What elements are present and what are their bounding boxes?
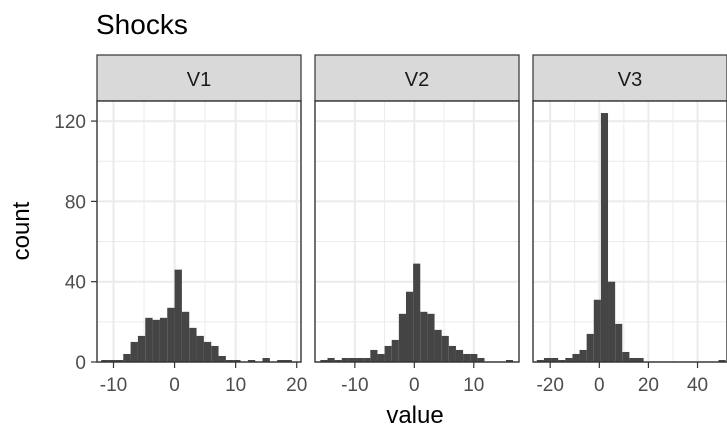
facet-strip-label: V3 [618, 69, 642, 91]
histogram-bar [636, 357, 644, 362]
histogram-bar [413, 263, 421, 362]
histogram-bar [572, 353, 580, 362]
panel-background [97, 101, 301, 362]
histogram-bar [455, 349, 464, 362]
x-tick-label: 10 [225, 375, 246, 396]
histogram-bar [262, 357, 270, 362]
y-tick-label: 120 [54, 112, 86, 133]
histogram-bar [277, 359, 285, 362]
y-tick-label: 0 [75, 353, 86, 374]
histogram-bar [284, 359, 292, 362]
histogram-bar [420, 311, 428, 362]
histogram-bar [565, 357, 573, 362]
facet-strip [314, 54, 520, 102]
histogram-bar [101, 359, 109, 362]
histogram-bar [551, 357, 559, 362]
x-tick-label: -20 [536, 375, 563, 396]
x-tick-label: 10 [463, 375, 484, 396]
histogram-bar [348, 357, 357, 362]
histogram-bar [608, 281, 616, 362]
histogram-bar [463, 353, 471, 362]
y-axis-tick-labels: 0 40 80 120 [54, 112, 97, 374]
histogram-bar [377, 353, 385, 362]
histogram-bar [622, 351, 630, 362]
facet-strip-label: V1 [187, 69, 211, 91]
histogram-bar [593, 299, 601, 362]
histogram-bar [196, 335, 204, 362]
histogram-bar [211, 345, 219, 362]
facet-panel-v2: V2 -10 0 10 [314, 54, 520, 396]
y-axis-title: count [8, 201, 35, 260]
histogram-bar [152, 319, 160, 362]
panel-border [314, 100, 520, 363]
x-tick-label: 0 [409, 375, 420, 396]
histogram-bar [434, 329, 442, 362]
histogram-bar [384, 345, 392, 362]
histogram-bar [405, 291, 414, 362]
histogram-bar [543, 357, 552, 362]
panel-border [96, 100, 302, 363]
panel-background [533, 101, 727, 362]
facet-panel-v3: V3 -20 0 20 40 [532, 54, 727, 396]
x-axis-title: value [386, 402, 443, 429]
histogram-bar [356, 357, 364, 362]
histogram-bar [398, 313, 406, 362]
x-tick-label: 20 [286, 375, 307, 396]
histogram-bar [470, 353, 478, 362]
x-tick-label: -10 [341, 375, 368, 396]
histogram-bar [181, 311, 190, 362]
histogram-bar [363, 357, 371, 362]
x-tick-label: 40 [687, 375, 708, 396]
histogram-bar [218, 355, 226, 362]
histogram-bar [586, 333, 594, 362]
histogram-bar [115, 359, 124, 362]
histogram-bar [203, 341, 212, 362]
histogram-bar [448, 345, 456, 362]
histogram-bar [130, 341, 138, 362]
histogram-bar [579, 349, 587, 362]
histogram-bar [145, 317, 153, 362]
chart-title: Shocks [96, 9, 188, 40]
histogram-bar [427, 313, 435, 362]
histogram-bar [189, 327, 197, 362]
histogram-bar [629, 357, 637, 362]
histogram-bar [137, 335, 146, 362]
facet-strip-label: V2 [405, 69, 429, 91]
y-tick-label: 40 [65, 273, 86, 294]
histogram-bar [615, 323, 623, 362]
histogram-bar [233, 359, 241, 362]
histogram-bar [320, 359, 328, 362]
histogram-bar [477, 357, 485, 362]
histogram-bar [441, 335, 449, 362]
histogram-bar [718, 359, 726, 362]
y-tick-label: 80 [65, 192, 86, 213]
histogram-bar [225, 359, 234, 362]
panel-border [532, 100, 727, 363]
histogram-bar [558, 359, 566, 362]
histogram-bar [247, 359, 256, 362]
x-tick-label: 20 [638, 375, 659, 396]
x-tick-label: 0 [169, 375, 180, 396]
histogram-bar [370, 349, 378, 362]
histogram-bar [159, 317, 168, 362]
histogram-bar [341, 357, 349, 362]
histogram-bar [167, 307, 175, 362]
x-tick-label: -10 [100, 375, 127, 396]
histogram-bar [391, 339, 399, 362]
histogram-bar [108, 359, 116, 362]
facet-panel-v1: V1 -10 0 10 20 [96, 54, 307, 396]
facet-panels: V1 -10 0 10 20 V2 -10 0 10 V3 -20 0 20 40 [96, 54, 727, 396]
histogram-bar [505, 359, 514, 362]
histogram-bar [334, 359, 342, 362]
facet-strip [532, 54, 727, 102]
histogram-bar [536, 359, 544, 362]
x-tick-label: 0 [594, 375, 605, 396]
histogram-bar [600, 113, 609, 363]
histogram-bar [327, 357, 335, 362]
histogram-bar [174, 269, 182, 362]
histogram-bar [123, 353, 131, 362]
facet-strip [96, 54, 302, 102]
